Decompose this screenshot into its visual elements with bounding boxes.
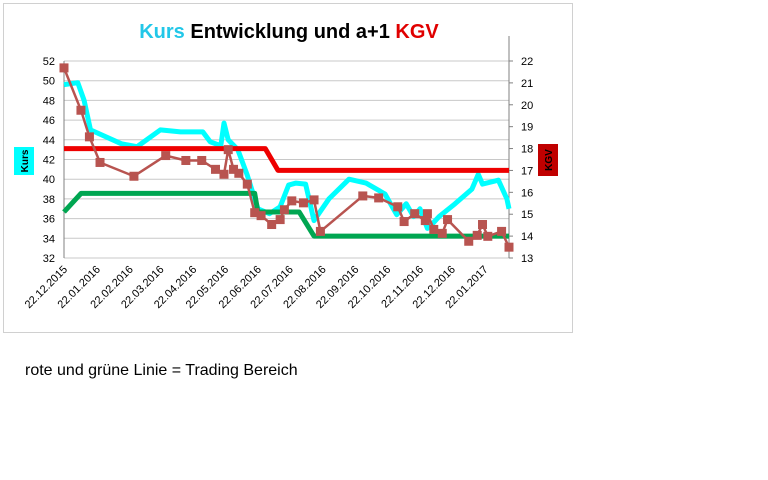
series-1-point-8: [211, 164, 221, 174]
series-1-point-23: [358, 191, 368, 201]
right-tick-label-5: 18: [521, 144, 533, 156]
right-axis-label: KGV: [538, 144, 558, 176]
left-tick-label-5: 42: [43, 155, 55, 167]
series-line-2: [64, 146, 509, 173]
left-tick-label-10: 52: [43, 56, 55, 68]
series-1-point-18: [279, 205, 289, 215]
series-1-point-30: [429, 224, 439, 234]
right-tick-label-7: 20: [521, 100, 533, 112]
left-axis-label-text: Kurs: [20, 149, 31, 172]
chart-title-part-1: Entwicklung und a+1: [185, 21, 396, 43]
series-1-point-13: [242, 179, 252, 189]
left-axis-label: Kurs: [14, 147, 34, 175]
series-1-point-3: [95, 157, 105, 167]
right-tick-label-4: 17: [521, 165, 533, 177]
right-axis-ticks: 13 14 15 16 17 18 19 20 21 22: [509, 56, 533, 265]
series-1-point-20: [298, 198, 308, 208]
left-axis-ticks: 32 34 36 38 40 42 44 46 48 50 52: [43, 56, 55, 265]
left-axis-label-bg: [14, 147, 34, 175]
series-1-point-36: [483, 231, 493, 241]
series-1-point-31: [437, 228, 447, 238]
series-1-point-5: [161, 151, 171, 161]
series-1-point-1: [76, 105, 86, 115]
left-tick-label-8: 48: [43, 95, 55, 107]
left-tick-label-9: 50: [43, 76, 55, 88]
chart-title-part-0: Kurs: [139, 21, 185, 43]
right-tick-label-0: 13: [521, 253, 533, 265]
series-1-point-22: [315, 226, 325, 236]
series-1-point-0: [59, 63, 69, 73]
right-tick-label-8: 21: [521, 78, 533, 90]
series-layer: [59, 63, 514, 252]
left-tick-label-3: 38: [43, 194, 55, 206]
series-1-point-26: [399, 217, 409, 227]
series-line-0: [63, 80, 512, 231]
series-1-point-33: [464, 236, 474, 246]
series-1-point-19: [287, 196, 297, 206]
right-axis-label-bg: [538, 144, 558, 176]
series-1-point-7: [197, 155, 207, 165]
series-1-point-10: [223, 145, 233, 155]
series-1-point-25: [393, 202, 403, 212]
right-tick-label-6: 19: [521, 122, 533, 134]
left-tick-label-0: 32: [43, 253, 55, 265]
series-1-point-27: [410, 209, 420, 219]
series-line-1: [62, 67, 511, 248]
series-1-point-17: [275, 215, 285, 225]
right-tick-label-3: 16: [521, 187, 533, 199]
series-1-point-38: [504, 242, 514, 252]
series-1-point-34: [472, 230, 482, 240]
chart-frame: Kurs Entwicklung und a+1 KGV 32 34 36 38 40 4…: [3, 3, 573, 333]
chart-title: Kurs Entwicklung und a+1 KGV: [139, 21, 439, 43]
series-1-point-29: [422, 209, 432, 219]
left-tick-label-7: 46: [43, 115, 55, 127]
grid-lines: [63, 36, 510, 259]
right-axis-label-text: KGV: [544, 149, 555, 171]
series-1-point-35: [478, 220, 488, 230]
chart-caption: rote und grüne Linie = Trading Bereich: [25, 362, 298, 379]
series-1-point-6: [181, 155, 191, 165]
series-1-point-9: [219, 169, 229, 179]
x-axis-ticks: 22.12.201522.01.201622.02.201622.03.2016…: [23, 264, 491, 311]
right-tick-label-1: 14: [521, 231, 533, 243]
series-1-point-37: [497, 226, 507, 236]
chart-title-part-2: KGV: [395, 21, 439, 43]
left-tick-label-1: 34: [43, 233, 55, 245]
series-1-point-4: [129, 171, 139, 181]
series-1-point-14: [250, 208, 260, 218]
series-1-point-2: [84, 132, 94, 142]
series-1-point-12: [234, 168, 244, 178]
series-1-point-24: [374, 193, 384, 203]
series-1-point-11: [229, 164, 239, 174]
series-1-point-21: [309, 195, 319, 205]
right-tick-label-9: 22: [521, 56, 533, 68]
right-tick-label-2: 15: [521, 209, 533, 221]
series-1-point-15: [256, 211, 266, 221]
series-1-point-16: [267, 220, 277, 230]
series-1-point-28: [420, 216, 430, 226]
series-1-point-32: [443, 215, 453, 225]
left-tick-label-4: 40: [43, 174, 55, 186]
line-chart: Kurs Entwicklung und a+1 KGV 32 34 36 38 40 4…: [14, 21, 558, 311]
left-tick-label-2: 36: [43, 214, 55, 226]
left-tick-label-6: 44: [43, 135, 55, 147]
